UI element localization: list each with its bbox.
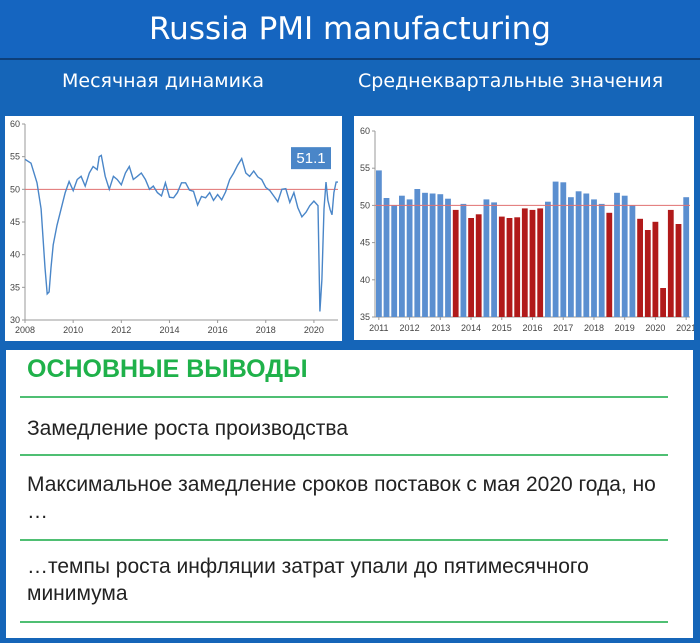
quarter-bar — [460, 203, 467, 317]
x-tick-label: 2018 — [584, 323, 604, 333]
quarter-bar — [422, 192, 428, 317]
quarter-bar — [667, 209, 674, 317]
finding-item: Максимальное замедление сроков поставок … — [27, 473, 656, 523]
quarter-bar — [652, 221, 659, 317]
quarter-bar — [560, 182, 567, 317]
quarter-bar — [514, 217, 521, 317]
y-tick-label: 45 — [360, 238, 370, 248]
y-tick-label: 50 — [360, 200, 370, 210]
quarter-bar — [568, 197, 574, 317]
quarter-bar — [498, 216, 505, 317]
latest-value-callout — [291, 147, 331, 170]
quarter-bar — [683, 197, 690, 317]
quarter-bar — [545, 201, 551, 317]
y-tick-label: 60 — [10, 119, 20, 129]
x-tick-label: 2016 — [522, 323, 542, 333]
x-tick-label: 2014 — [159, 325, 179, 335]
x-tick-label: 2014 — [461, 323, 481, 333]
x-tick-label: 2011 — [369, 323, 388, 333]
quarter-bar — [429, 193, 436, 317]
quarter-bar — [391, 205, 398, 317]
x-tick-label: 2012 — [111, 325, 131, 335]
y-tick-label: 35 — [10, 282, 20, 292]
quarter-bar — [637, 218, 643, 317]
x-tick-label: 2017 — [553, 323, 573, 333]
quarter-bar — [529, 209, 536, 317]
y-tick-label: 35 — [360, 312, 370, 322]
quarter-bar — [414, 189, 421, 317]
y-tick-label: 60 — [360, 126, 370, 136]
quarter-bar — [660, 288, 666, 317]
quarter-bar — [598, 203, 605, 317]
quarter-bar — [606, 212, 613, 317]
x-tick-label: 2015 — [492, 323, 512, 333]
y-tick-label: 55 — [360, 163, 370, 173]
quarter-bar — [491, 202, 497, 317]
x-tick-label: 2020 — [645, 323, 665, 333]
quarter-bar — [629, 205, 636, 317]
findings-panel: ОСНОВНЫЕ ВЫВОДЫ Замедление роста произво… — [6, 350, 693, 638]
quarter-bar — [621, 195, 628, 317]
quarter-bar — [399, 195, 405, 317]
quarter-bar — [475, 214, 482, 317]
divider — [20, 454, 668, 456]
quarter-bar — [575, 191, 582, 317]
x-tick-label: 2010 — [63, 325, 83, 335]
pmi-series-line — [24, 154, 338, 312]
x-tick-label: 2016 — [208, 325, 228, 335]
quarter-bar — [468, 218, 474, 317]
monthly-pmi-line-chart: 30 35 40 45 50 55 60 2008 2010 2012 2014 2016 2018 20… — [10, 119, 338, 335]
quarter-bar — [521, 208, 528, 317]
x-tick-label: 2020 — [304, 325, 324, 335]
x-tick-label: 2008 — [15, 325, 35, 335]
quarter-bar — [452, 209, 459, 317]
divider — [20, 621, 668, 623]
quarter-bar — [406, 199, 413, 317]
quarter-bar — [583, 193, 590, 317]
quarterly-chart-panel: 35 40 45 50 55 60 2011 2012 2013 2014 2015 2016 2017… — [354, 116, 694, 340]
divider — [20, 539, 668, 541]
x-tick-label: 2021 — [676, 323, 694, 333]
monthly-chart-panel: 30 35 40 45 50 55 60 2008 2010 2012 2014 2016 2018 20… — [5, 116, 342, 341]
findings-title: ОСНОВНЫЕ ВЫВОДЫ — [27, 355, 308, 383]
quarter-bar — [537, 208, 544, 317]
quarter-bar — [437, 194, 444, 317]
quarter-bar — [552, 181, 559, 317]
quarterly-chart-subtitle: Среднеквартальные значения — [358, 70, 664, 92]
monthly-chart-subtitle: Месячная динамика — [62, 70, 265, 92]
quarter-bar — [376, 170, 382, 317]
finding-item: …темпы роста инфляции затрат упали до пя… — [27, 555, 589, 605]
quarter-bar — [445, 198, 451, 317]
x-tick-label: 2013 — [430, 323, 450, 333]
quarter-bar — [675, 224, 682, 317]
page-title: Russia PMI manufacturing — [0, 0, 700, 60]
y-tick-label: 55 — [10, 152, 20, 162]
quarter-bar — [483, 199, 490, 317]
y-tick-label: 30 — [10, 315, 20, 325]
quarter-bar — [644, 230, 651, 317]
y-tick-label: 50 — [10, 184, 20, 194]
quarter-bar — [591, 199, 597, 317]
divider — [20, 396, 668, 398]
y-tick-label: 45 — [10, 217, 20, 227]
finding-item: Замедление роста производства — [27, 417, 348, 440]
quarter-bar — [506, 218, 513, 317]
quarter-bar — [383, 198, 390, 317]
x-tick-label: 2019 — [615, 323, 635, 333]
x-tick-label: 2012 — [400, 323, 420, 333]
quarterly-pmi-bar-chart: 35 40 45 50 55 60 2011 2012 2013 2014 2015 2016 2017… — [360, 126, 694, 333]
y-tick-label: 40 — [360, 275, 370, 285]
y-tick-label: 40 — [10, 250, 20, 260]
latest-value-label: 51.1 — [296, 150, 325, 167]
quarter-bar — [614, 192, 620, 317]
x-tick-label: 2018 — [256, 325, 276, 335]
